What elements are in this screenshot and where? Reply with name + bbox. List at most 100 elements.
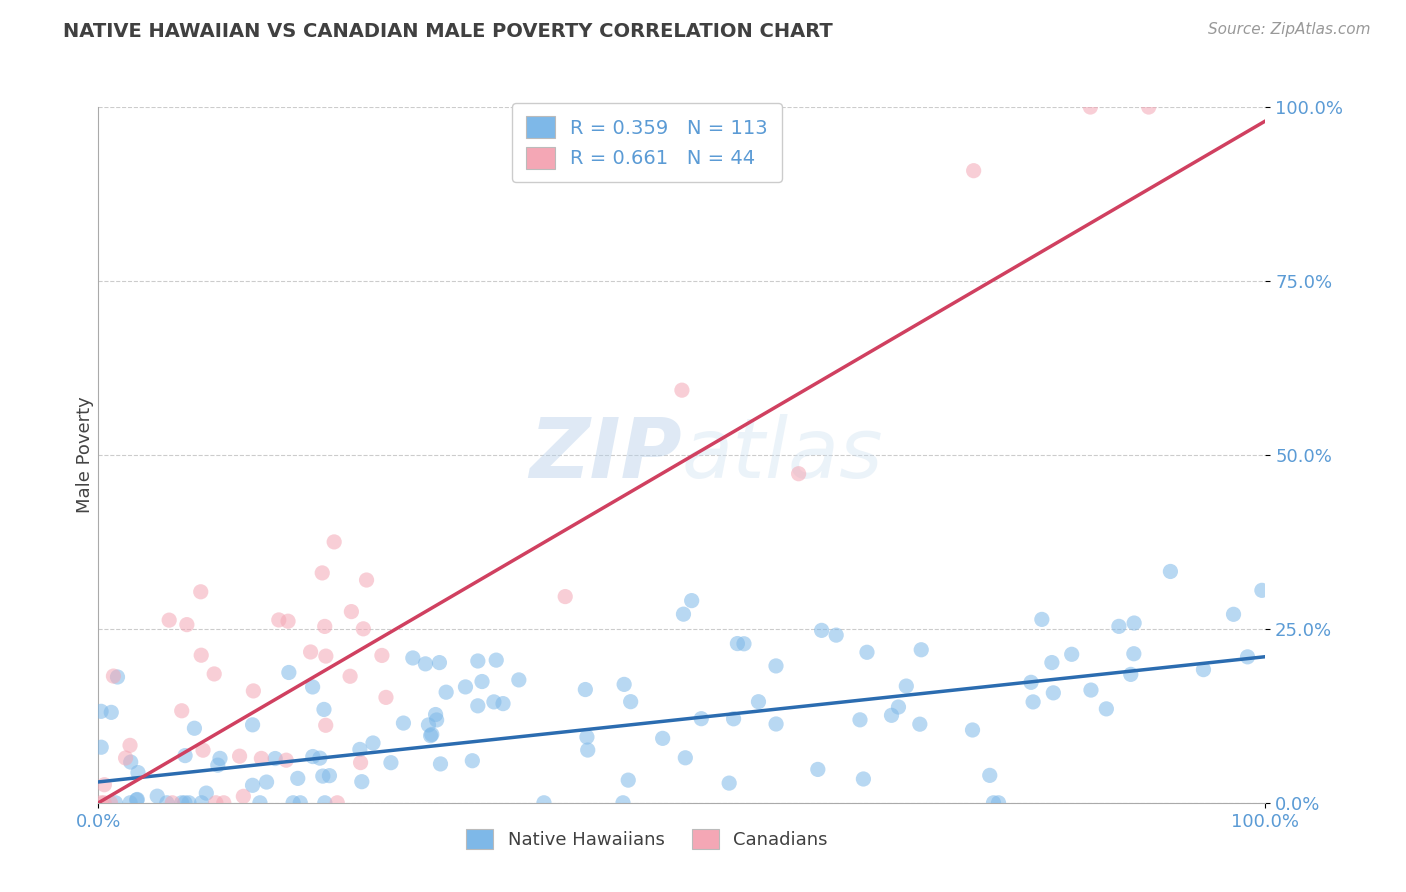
Point (910, 642, 932, 657)
Point (671, 383, 693, 397)
Point (1031, 612, 1053, 626)
Point (983, 796, 1005, 810)
Point (651, 731, 673, 746)
Point (673, 751, 696, 765)
Point (467, 698, 489, 713)
Point (350, 774, 373, 789)
Point (852, 772, 875, 786)
Point (301, 680, 323, 694)
Point (276, 753, 298, 767)
Point (787, 467, 810, 481)
Point (429, 656, 451, 670)
Point (156, 796, 179, 810)
Point (420, 727, 443, 741)
Point (308, 751, 330, 765)
Point (299, 645, 322, 659)
Point (90, 796, 112, 810)
Point (1019, 675, 1042, 690)
Point (429, 756, 451, 771)
Point (725, 636, 748, 650)
Point (107, 670, 129, 684)
Point (482, 695, 505, 709)
Point (340, 605, 363, 619)
Point (264, 751, 287, 765)
Point (371, 648, 394, 663)
Point (574, 682, 596, 697)
Point (575, 730, 598, 744)
Point (987, 796, 1010, 810)
Point (419, 729, 441, 743)
Point (1119, 667, 1142, 681)
Point (765, 717, 787, 731)
Point (896, 679, 918, 693)
Point (127, 792, 149, 806)
Text: ZIP: ZIP (529, 415, 682, 495)
Point (718, 776, 741, 790)
Point (471, 674, 494, 689)
Point (380, 756, 402, 770)
Point (190, 796, 212, 810)
Point (314, 796, 336, 810)
Point (349, 742, 371, 756)
Point (249, 796, 271, 810)
Point (195, 786, 218, 800)
Point (672, 607, 695, 622)
Point (205, 796, 228, 810)
Point (118, 739, 141, 753)
Point (301, 749, 323, 764)
Point (361, 736, 384, 750)
Point (747, 695, 769, 709)
Point (318, 769, 340, 783)
Point (576, 743, 599, 757)
Point (170, 704, 193, 718)
Point (232, 789, 254, 804)
Point (810, 624, 832, 638)
Point (681, 593, 703, 607)
Point (157, 613, 180, 627)
Point (93, 778, 115, 792)
Point (90, 740, 112, 755)
Point (174, 748, 197, 763)
Point (617, 773, 640, 788)
Point (191, 743, 214, 757)
Point (434, 685, 457, 699)
Point (1137, 100, 1160, 114)
Point (454, 680, 477, 694)
Point (765, 659, 787, 673)
Point (208, 751, 231, 765)
Point (418, 718, 440, 732)
Point (825, 628, 848, 642)
Point (177, 796, 200, 810)
Point (856, 645, 879, 659)
Point (392, 716, 415, 731)
Point (492, 697, 515, 711)
Point (312, 702, 335, 716)
Point (315, 718, 337, 732)
Point (323, 535, 346, 549)
Point (352, 622, 374, 636)
Point (554, 590, 576, 604)
Point (311, 566, 333, 580)
Point (962, 163, 984, 178)
Point (326, 796, 349, 810)
Point (267, 613, 290, 627)
Point (114, 751, 136, 765)
Point (125, 793, 148, 807)
Point (120, 796, 142, 810)
Point (1236, 649, 1258, 664)
Point (908, 717, 931, 731)
Point (620, 695, 643, 709)
Point (290, 796, 312, 810)
Point (1022, 695, 1045, 709)
Point (127, 765, 149, 780)
Point (962, 723, 984, 737)
Point (277, 665, 299, 680)
Point (100, 796, 122, 810)
Point (807, 763, 830, 777)
Point (426, 713, 449, 727)
Point (880, 708, 903, 723)
Point (533, 796, 555, 810)
Point (1159, 565, 1181, 579)
Point (176, 617, 198, 632)
Point (312, 769, 335, 783)
